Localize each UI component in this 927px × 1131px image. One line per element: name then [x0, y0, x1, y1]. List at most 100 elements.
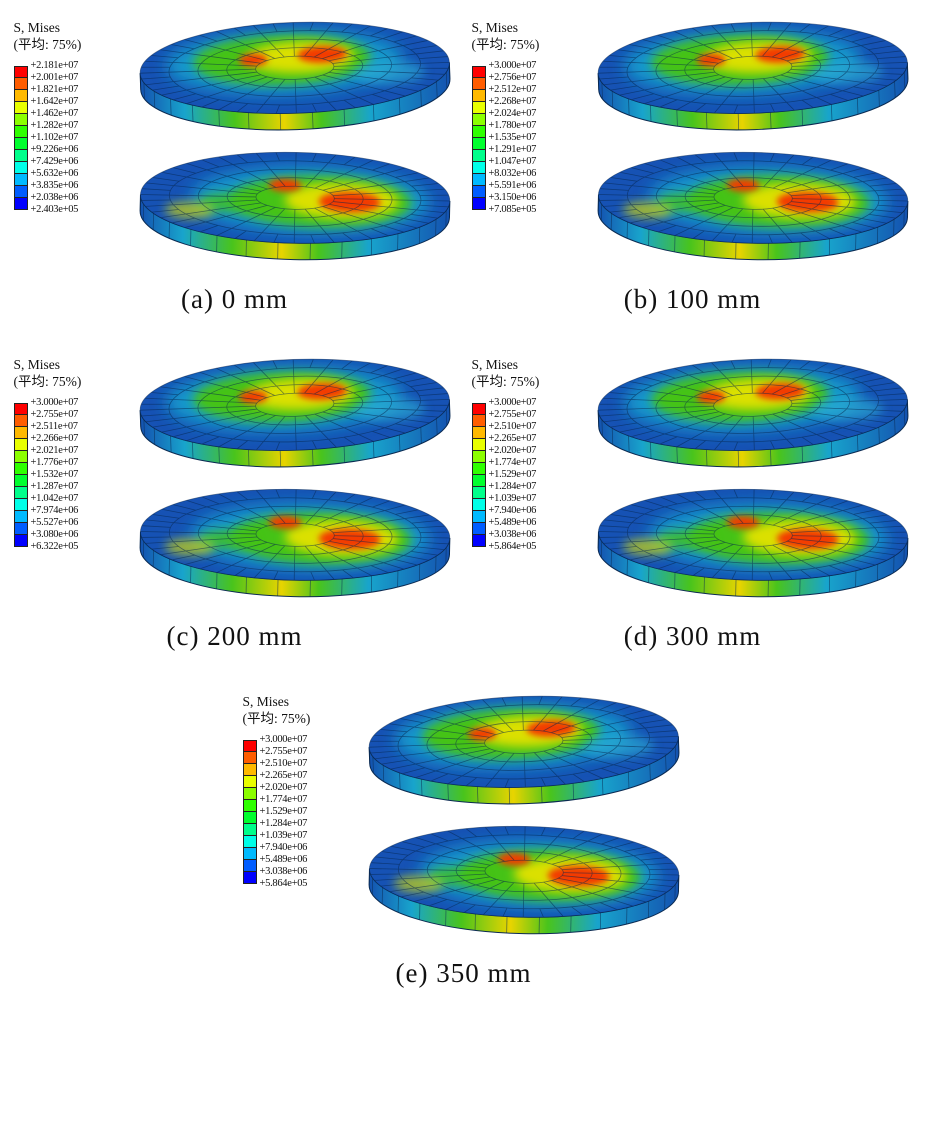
legend-colorbar	[13, 402, 28, 559]
disc-top-face	[139, 488, 450, 581]
legend-labels: +3.000e+07 +2.755e+07 +2.510e+07 +2.265e+07…	[489, 397, 537, 553]
contour-blobs	[623, 29, 883, 95]
colorbar-swatch	[13, 89, 28, 102]
disc-stack	[584, 349, 922, 603]
colorbar-swatch	[471, 414, 486, 427]
colorbar-swatch	[471, 474, 486, 487]
legend-value: +1.774e+07	[259, 793, 308, 805]
legend-title-line2: (平均: 75%)	[471, 36, 540, 52]
legend-value: +9.226e+06	[30, 143, 79, 155]
legend-value: +2.020e+07	[488, 444, 537, 456]
disc-top-face	[368, 695, 679, 788]
legend-value: +2.181e+07	[30, 59, 79, 71]
colorbar-swatch	[242, 847, 257, 860]
colorbar-swatch	[242, 859, 257, 872]
colorbar-swatch	[471, 486, 486, 499]
legend-scale: +3.000e+07 +2.756e+07 +2.512e+07 +2.268e+07…	[471, 60, 584, 222]
legend-value: +2.755e+07	[488, 408, 537, 420]
legend-colorbar	[242, 739, 257, 896]
legend-value: +2.511e+07	[30, 420, 79, 432]
figure-row-3: S, Mises (平均: 75%) +3.000e+07 +2.755e+07 +…	[0, 686, 927, 989]
mesh-overlay	[368, 695, 679, 788]
disc-rim	[139, 399, 450, 468]
mesh-overlay	[139, 151, 450, 244]
legend-value: +5.489e+06	[259, 853, 308, 865]
panel-caption: (b) 100 mm	[623, 284, 762, 314]
legend-value: +1.642e+07	[30, 95, 79, 107]
colorbar-swatch	[471, 77, 486, 90]
colorbar-swatch	[242, 763, 257, 776]
colorbar-swatch	[13, 149, 28, 162]
colorbar-swatch	[13, 125, 28, 138]
colorbar-swatch	[13, 486, 28, 499]
legend-value: +1.532e+07	[30, 468, 79, 480]
stress-contour-disc-bottom	[368, 825, 679, 935]
figure-row-2: S, Mises (平均: 75%) +3.000e+07 +2.755e+07 +…	[0, 349, 927, 652]
legend-value: +2.756e+07	[488, 71, 537, 83]
legend-value: +3.150e+06	[488, 191, 537, 203]
legend-value: +1.774e+07	[488, 456, 537, 468]
colorbar-swatch	[471, 510, 486, 523]
legend-value: +2.020e+07	[259, 781, 308, 793]
legend-value: +7.085e+05	[488, 203, 537, 215]
legend-value: +1.462e+07	[30, 107, 79, 119]
legend-value: +3.000e+07	[259, 733, 308, 745]
legend-scale: +3.000e+07 +2.755e+07 +2.510e+07 +2.265e+07…	[242, 734, 355, 896]
stress-contour-disc-top	[139, 21, 450, 131]
legend-value: +1.284e+07	[259, 817, 308, 829]
disc-top-face	[597, 21, 908, 114]
legend-value: +5.527e+06	[30, 516, 79, 528]
colorbar-swatch	[242, 775, 257, 788]
legend-value: +3.038e+06	[259, 865, 308, 877]
legend-value: +3.000e+07	[488, 59, 537, 71]
legend-labels: +3.000e+07 +2.756e+07 +2.512e+07 +2.268e+07…	[489, 60, 537, 216]
legend-value: +5.864e+05	[488, 540, 537, 552]
contour-blobs	[394, 703, 654, 769]
disc-top-face	[139, 151, 450, 244]
legend-value: +2.510e+07	[259, 757, 308, 769]
colorbar-swatch	[13, 534, 28, 547]
legend-labels: +3.000e+07 +2.755e+07 +2.510e+07 +2.265e+07…	[260, 734, 308, 890]
colorbar-swatch	[471, 534, 486, 547]
legend-value: +5.632e+06	[30, 167, 79, 179]
disc-stack	[355, 686, 693, 940]
legend-value: +3.000e+07	[30, 396, 79, 408]
colorbar-swatch	[242, 739, 257, 752]
colorbar-swatch	[471, 462, 486, 475]
colorbar-swatch	[471, 426, 486, 439]
colorbar-swatch	[471, 522, 486, 535]
legend-value: +6.322e+05	[30, 540, 79, 552]
colorbar-swatch	[13, 101, 28, 114]
fea-stress-figure: S, Mises (平均: 75%) +2.181e+07 +2.001e+07 +…	[0, 20, 927, 989]
legend-title-line1: S, Mises	[242, 694, 290, 709]
colorbar-swatch	[13, 522, 28, 535]
legend-value: +2.510e+07	[488, 420, 537, 432]
legend-value: +7.974e+06	[30, 504, 79, 516]
contour-blobs	[165, 366, 425, 432]
colorbar-swatch	[242, 811, 257, 824]
colorbar-swatch	[13, 197, 28, 210]
colorbar-swatch	[242, 787, 257, 800]
colorbar-swatch	[471, 402, 486, 415]
colorbar-swatch	[471, 113, 486, 126]
legend-value: +2.403e+05	[30, 203, 79, 215]
panel-c: S, Mises (平均: 75%) +3.000e+07 +2.755e+07 +…	[6, 349, 464, 652]
panel-body: S, Mises (平均: 75%) +3.000e+07 +2.755e+07 +…	[235, 686, 693, 940]
colorbar-swatch	[242, 835, 257, 848]
legend-value: +3.038e+06	[488, 528, 537, 540]
colorbar-swatch	[242, 799, 257, 812]
legend-value: +5.864e+05	[259, 877, 308, 889]
legend-value: +7.429e+06	[30, 155, 79, 167]
colorbar-swatch	[471, 161, 486, 174]
colorbar-swatch	[471, 498, 486, 511]
legend-value: +1.535e+07	[488, 131, 537, 143]
legend-labels: +2.181e+07 +2.001e+07 +1.821e+07 +1.642e+07…	[31, 60, 79, 216]
legend-value: +3.080e+06	[30, 528, 79, 540]
colorbar-swatch	[13, 185, 28, 198]
legend-value: +1.042e+07	[30, 492, 79, 504]
legend-value: +3.835e+06	[30, 179, 79, 191]
stress-legend: S, Mises (平均: 75%) +3.000e+07 +2.755e+07 +…	[6, 349, 126, 559]
legend-title-line2: (平均: 75%)	[471, 373, 540, 389]
disc-stack	[126, 349, 464, 603]
legend-value: +1.776e+07	[30, 456, 79, 468]
